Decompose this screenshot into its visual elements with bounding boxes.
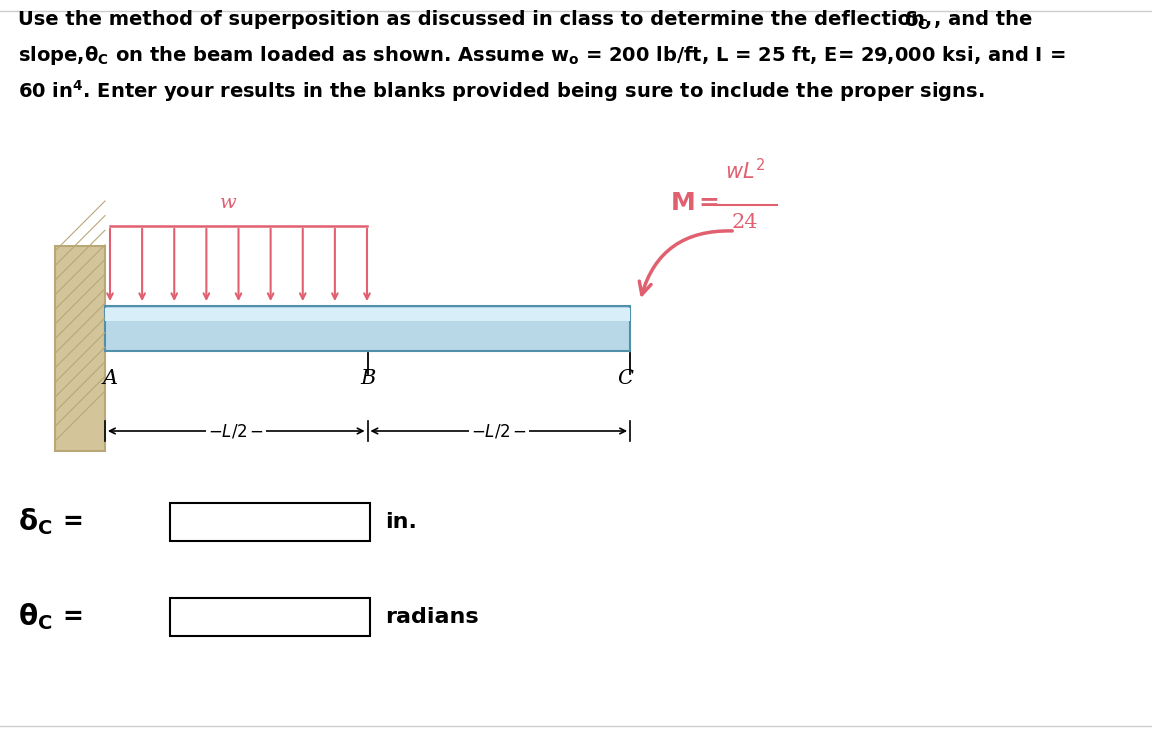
Text: slope,$\mathbf{\theta_C}$ on the beam loaded as shown. Assume w$\mathbf{_o}$ = 2: slope,$\mathbf{\theta_C}$ on the beam lo…	[18, 44, 1066, 67]
Text: $\mathbf{M}$: $\mathbf{M}$	[670, 191, 695, 214]
Text: $\mathbf{\theta_C}$: $\mathbf{\theta_C}$	[18, 601, 53, 632]
Text: $\mathbf{\delta_C}$: $\mathbf{\delta_C}$	[18, 506, 53, 537]
FancyArrowPatch shape	[639, 231, 733, 294]
Text: 60 in$\mathbf{^4}$. Enter your results in the blanks provided being sure to incl: 60 in$\mathbf{^4}$. Enter your results i…	[18, 78, 985, 104]
Text: $\mathbf{\delta_C}$: $\mathbf{\delta_C}$	[904, 10, 929, 32]
Text: C: C	[617, 369, 632, 388]
Text: w: w	[220, 194, 237, 212]
Text: A: A	[103, 369, 118, 388]
Text: $-L/2-$: $-L/2-$	[471, 422, 526, 440]
Text: =: =	[62, 605, 83, 629]
Bar	[55, 246, 105, 451]
Bar	[170, 503, 370, 541]
Text: $-L/2-$: $-L/2-$	[209, 422, 264, 440]
Text: $wL^2$: $wL^2$	[725, 158, 765, 183]
Text: B: B	[359, 369, 376, 388]
Text: =: =	[62, 510, 83, 534]
Text: radians: radians	[385, 607, 478, 627]
Text: 24: 24	[732, 213, 758, 232]
Text: =: =	[698, 191, 719, 215]
Text: in.: in.	[385, 512, 417, 532]
Text: Use the method of superposition as discussed in class to determine the deflectio: Use the method of superposition as discu…	[18, 10, 939, 29]
Bar	[105, 306, 630, 351]
Bar	[170, 598, 370, 636]
Text: , and the: , and the	[934, 10, 1032, 29]
Bar	[105, 308, 630, 321]
